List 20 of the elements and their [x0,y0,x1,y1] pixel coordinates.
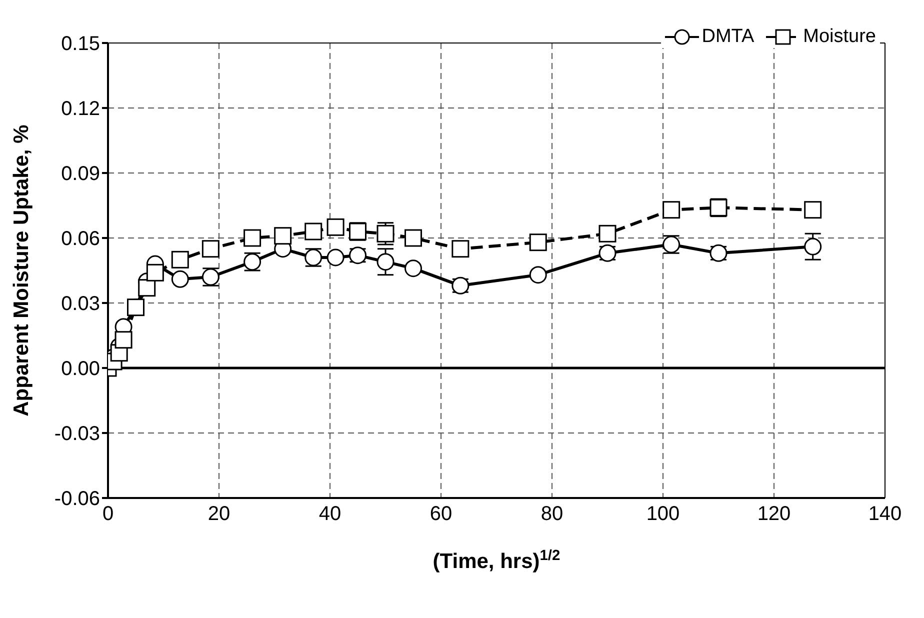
x-tick-label: 40 [318,503,342,526]
y-tick-label: 0.09 [61,163,100,186]
y-tick-label: 0.15 [61,33,100,56]
y-tick-label: -0.06 [54,488,100,510]
y-tick-label: 0.03 [61,293,100,316]
x-tick-label: 80 [540,503,564,526]
x-tick-label: 20 [208,503,230,526]
x-axis-title: (Time, hrs)$^{1/2}$ [432,548,560,573]
y-tick-label: 0.12 [61,98,100,120]
x-tick-label: 60 [430,503,452,526]
y-axis-title: Apparent Moisture Uptake, % [10,124,33,416]
y-tick-label: 0.06 [61,228,100,250]
x-tick-label: 100 [646,503,680,526]
legend-label: DMTA [700,26,754,48]
x-tick-label: 140 [868,503,902,526]
y-tick-label: -0.03 [54,423,100,446]
x-tick-label: 0 [102,503,114,526]
legend-label: Moisture [802,26,876,48]
x-tick-label: 120 [757,503,791,526]
y-tick-label: 0.00 [61,358,100,380]
